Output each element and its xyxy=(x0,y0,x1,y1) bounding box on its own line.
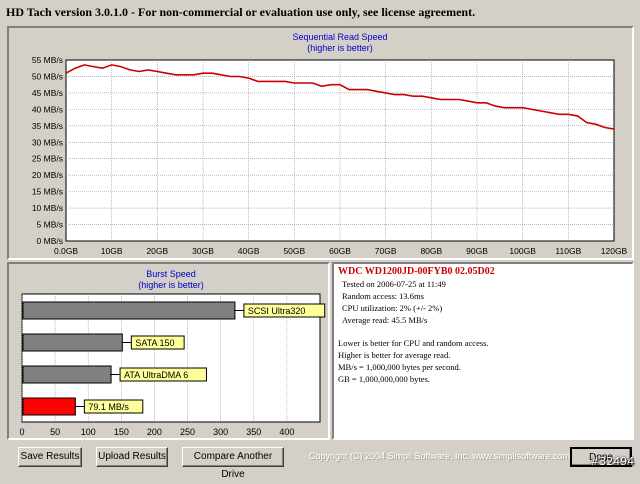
seq-chart-title: Sequential Read Speed xyxy=(292,32,387,42)
y-tick-label: 45 MB/s xyxy=(32,88,63,98)
burst-bar xyxy=(22,301,236,320)
burst-x-tick-label: 250 xyxy=(180,427,195,437)
burst-x-tick-label: 400 xyxy=(279,427,294,437)
note-higher-better: Higher is better for average read. xyxy=(338,350,451,360)
x-tick-label: 70GB xyxy=(375,246,397,256)
burst-label-box xyxy=(83,399,144,414)
burst-chart-subtitle: (higher is better) xyxy=(138,280,204,290)
burst-bar xyxy=(22,397,76,416)
sequential-read-chart: Sequential Read Speed(higher is better) 0… xyxy=(32,32,628,256)
burst-x-tick-label: 100 xyxy=(81,427,96,437)
read-speed-line xyxy=(65,64,615,130)
burst-bar-label: SATA 150 xyxy=(135,338,174,348)
burst-x-tick-label: 0 xyxy=(19,427,24,437)
x-tick-label: 20GB xyxy=(146,246,168,256)
burst-x-tick-label: 300 xyxy=(213,427,228,437)
drive-model: WDC WD1200JD-00FYB0 02.05D02 xyxy=(338,266,495,277)
results-info-panel: WDC WD1200JD-00FYB0 02.05D02 Tested on 2… xyxy=(332,262,634,440)
y-tick-label: 30 MB/s xyxy=(32,137,63,147)
x-tick-label: 0.0GB xyxy=(54,246,78,256)
upload-results-button[interactable]: Upload Results xyxy=(96,447,168,467)
burst-label-box xyxy=(130,335,185,350)
random-access-value: Random access: 13.6ms xyxy=(342,291,424,301)
x-tick-label: 80GB xyxy=(420,246,442,256)
x-tick-label: 10GB xyxy=(101,246,123,256)
seq-chart-subtitle: (higher is better) xyxy=(307,43,373,53)
save-results-button[interactable]: Save Results xyxy=(18,447,82,467)
cpu-utilization-value: CPU utilization: 2% (+/- 2%) xyxy=(342,303,443,313)
note-lower-better: Lower is better for CPU and random acces… xyxy=(338,338,489,348)
window-title: HD Tach version 3.0.1.0 - For non-commer… xyxy=(0,0,640,24)
burst-bar-label: 79.1 MB/s xyxy=(88,402,129,412)
burst-x-tick-label: 150 xyxy=(114,427,129,437)
sequential-read-panel: Sequential Read Speed (higher is better) 0… xyxy=(7,26,634,260)
burst-bar xyxy=(22,365,112,384)
watermark-text: #32494 xyxy=(590,455,635,468)
y-tick-label: 0 MB/s xyxy=(37,236,63,246)
x-tick-label: 110GB xyxy=(555,246,581,256)
test-date: Tested on 2006-07-25 at 11:49 xyxy=(342,279,446,289)
compare-drive-button[interactable]: Compare Another Drive xyxy=(182,447,284,480)
burst-label-box xyxy=(119,367,207,382)
x-tick-label: 30GB xyxy=(192,246,214,256)
burst-bar-label: SCSI Ultra320 xyxy=(248,306,306,316)
burst-speed-panel: Burst Speed (higher is better) 0 50 100 150 20… xyxy=(7,262,330,440)
burst-bar-label: ATA UltraDMA 6 xyxy=(124,370,188,380)
x-tick-label: 120GB xyxy=(601,246,628,256)
done-button[interactable]: Done xyxy=(570,447,632,467)
x-tick-label: 50GB xyxy=(283,246,305,256)
note-gb-definition: GB = 1,000,000,000 bytes. xyxy=(338,374,430,384)
x-tick-label: 60GB xyxy=(329,246,351,256)
burst-bar xyxy=(22,333,123,352)
y-tick-label: 20 MB/s xyxy=(32,170,63,180)
y-tick-label: 5 MB/s xyxy=(37,220,63,230)
x-tick-label: 100GB xyxy=(509,246,536,256)
burst-x-tick-label: 350 xyxy=(246,427,261,437)
burst-label-box xyxy=(243,303,326,318)
y-tick-label: 50 MB/s xyxy=(32,71,63,81)
y-tick-label: 10 MB/s xyxy=(32,203,63,213)
burst-x-tick-label: 200 xyxy=(147,427,162,437)
note-mbs-definition: MB/s = 1,000,000 bytes per second. xyxy=(338,362,461,372)
x-tick-label: 40GB xyxy=(238,246,260,256)
y-tick-label: 40 MB/s xyxy=(32,104,63,114)
average-read-value: Average read: 45.5 MB/s xyxy=(342,315,428,325)
burst-speed-chart: Burst Speed(higher is better) 0 50 100 150 20… xyxy=(19,269,326,437)
y-tick-label: 55 MB/s xyxy=(32,55,63,65)
x-tick-label: 90GB xyxy=(466,246,488,256)
copyright-text: Copyright (C) 2004 Simpli Software, Inc.… xyxy=(309,451,571,461)
y-tick-label: 25 MB/s xyxy=(32,154,63,164)
y-tick-label: 35 MB/s xyxy=(32,121,63,131)
burst-chart-title: Burst Speed xyxy=(146,269,196,279)
burst-x-tick-label: 50 xyxy=(50,427,60,437)
y-tick-label: 15 MB/s xyxy=(32,187,63,197)
